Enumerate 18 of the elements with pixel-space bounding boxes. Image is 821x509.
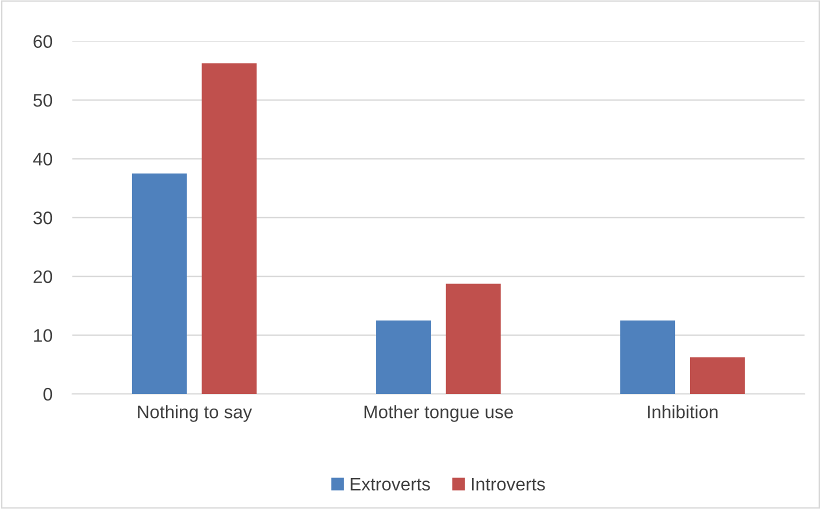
y-tick-label: 30 xyxy=(33,212,52,224)
x-tick-label: Inhibition xyxy=(648,405,718,418)
bar xyxy=(446,284,501,394)
y-tick-label: 10 xyxy=(34,329,52,342)
legend-label: Extroverts xyxy=(350,478,430,491)
y-tick-label: 20 xyxy=(34,270,52,284)
x-tick-label: Mother tongue use xyxy=(364,405,513,422)
bar xyxy=(132,174,187,394)
bar xyxy=(202,63,257,394)
y-tick-label: 50 xyxy=(33,94,52,107)
legend-label: Introverts xyxy=(472,478,545,491)
bar xyxy=(690,357,745,394)
bar xyxy=(376,320,431,394)
y-tick-label: 0 xyxy=(43,388,52,401)
x-tick-label: Nothing to say xyxy=(138,405,252,422)
y-tick-label: 60 xyxy=(34,35,52,48)
bar xyxy=(620,320,676,394)
y-tick-label: 40 xyxy=(33,152,52,166)
